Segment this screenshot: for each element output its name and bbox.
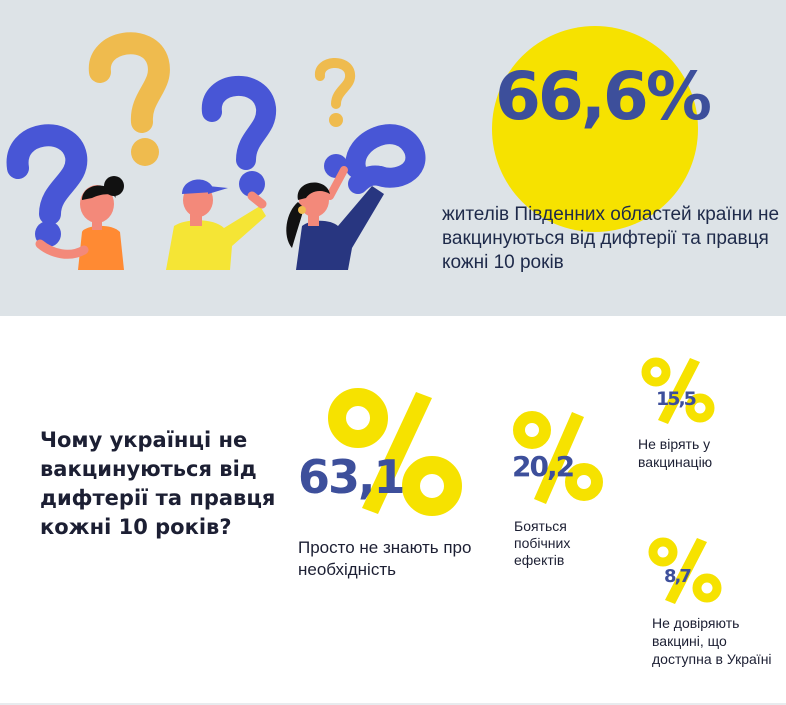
divider <box>0 703 786 705</box>
percent-icon <box>328 388 462 516</box>
person-illustration <box>286 166 384 270</box>
headline-stat: 66,6% <box>495 58 712 135</box>
stat-value: 8,7 <box>664 566 692 587</box>
person-illustration <box>166 179 267 270</box>
stat-value: 63,1 <box>298 450 405 504</box>
highlight-circle <box>492 26 698 232</box>
stat-label: Бояться побічних ефектів <box>514 518 571 568</box>
people-illustration <box>6 32 426 270</box>
percent-icon <box>648 537 722 604</box>
stat-label: Просто не знають про необхідність <box>298 538 472 579</box>
hero-banner: 66,6% жителів Південних областей країни … <box>0 0 786 316</box>
stat-label: Не вірять у вакцинацію <box>638 436 713 470</box>
person-illustration <box>35 176 124 270</box>
percent-icon <box>641 357 715 424</box>
stat-value: 15,5 <box>656 388 697 410</box>
percent-icon <box>513 411 603 504</box>
question-mark-icon <box>6 32 426 247</box>
headline-description: жителів Південних областей країни не вак… <box>442 204 780 273</box>
stat-value: 20,2 <box>512 450 575 483</box>
stat-label: Не довіряють вакцині, що доступна в Укра… <box>652 615 772 667</box>
section-question: Чому українці не вакцинуються від дифтер… <box>40 428 276 539</box>
